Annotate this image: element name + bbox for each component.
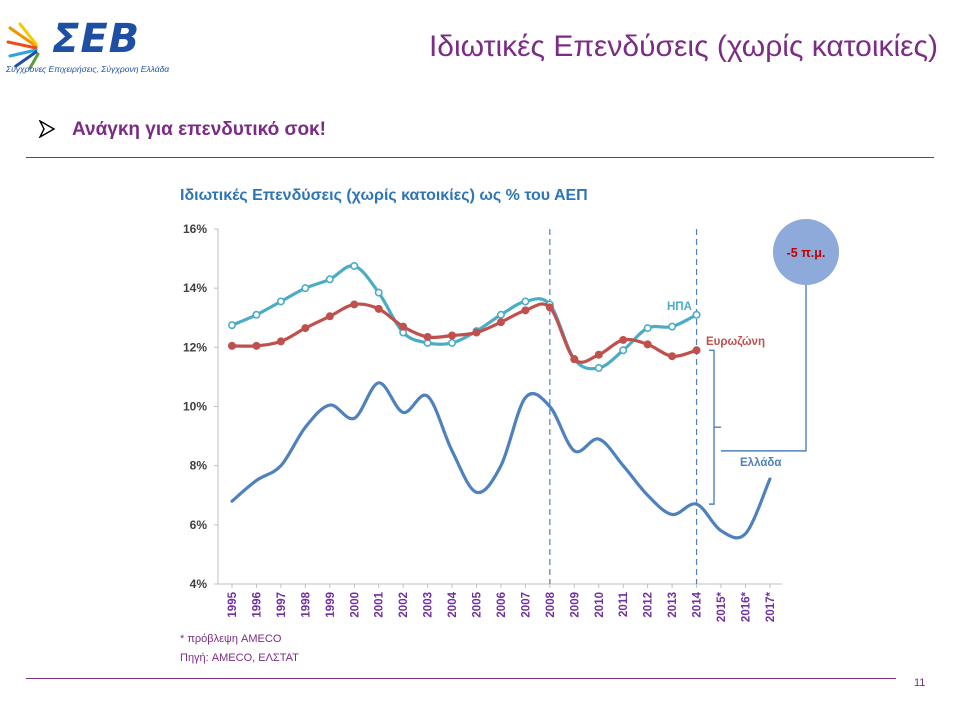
arrow-bullet-icon (38, 120, 56, 138)
eurozone-data-point (594, 350, 603, 359)
x-tick-label: 2009 (569, 592, 581, 618)
y-tick-label: 16% (183, 222, 207, 236)
page-number: 11 (914, 677, 926, 689)
usa-data-point (594, 364, 603, 373)
x-tick-label: 1996 (251, 592, 263, 618)
eurozone-data-point (252, 341, 261, 350)
eurozone-data-point (374, 304, 383, 313)
x-tick-label: 1999 (325, 592, 337, 618)
x-tick-label: 2007 (520, 592, 532, 618)
gap-label: -5 π.μ. (787, 246, 826, 260)
greece-series-line (230, 381, 772, 540)
x-tick-label: 2016* (740, 591, 752, 622)
eurozone-data-point (228, 341, 237, 350)
eurozone-series-line (230, 302, 699, 364)
usa-data-point (276, 297, 285, 306)
eurozone-data-point (521, 306, 530, 315)
usa-data-point (668, 322, 677, 331)
eurozone-data-point (545, 303, 554, 312)
x-tick-label: 2002 (398, 592, 410, 618)
x-tick-label: 1995 (227, 591, 239, 617)
y-tick-label: 14% (183, 281, 207, 295)
chart-footnote: * πρόβλεψη AMECO (180, 633, 282, 645)
usa-data-point (521, 297, 530, 306)
eurozone-data-point (448, 331, 457, 340)
chart-title: Ιδιωτικές Επενδύσεις (χωρίς κατοικίες) ω… (180, 187, 588, 204)
usa-data-point (692, 310, 701, 319)
eurozone-data-point (668, 352, 677, 361)
eurozone-data-point (301, 324, 310, 333)
eurozone-series-label: Ευρωζώνη (706, 336, 765, 348)
y-tick-label: 6% (190, 518, 208, 532)
gap-bracket (709, 349, 721, 505)
footer-divider (26, 678, 896, 679)
x-tick-label: 1997 (276, 592, 288, 618)
header-divider (26, 157, 934, 158)
eurozone-data-point (643, 340, 652, 349)
gap-circle-badge (773, 219, 839, 285)
x-tick-label: 2004 (447, 591, 459, 617)
logo-wordmark: ΣΕΒ (52, 16, 141, 62)
usa-data-point (643, 324, 652, 333)
bullet-heading: Ανάγκη για επενδυτικό σοκ! (72, 119, 326, 140)
eurozone-data-point (350, 300, 359, 309)
x-tick-label: 2001 (374, 591, 386, 617)
y-tick-label: 4% (190, 577, 208, 591)
x-tick-label: 2015* (716, 591, 728, 622)
usa-data-point (350, 261, 359, 270)
x-tick-label: 1998 (300, 591, 312, 617)
x-tick-label: 2006 (496, 592, 508, 618)
logo-icon (6, 22, 40, 70)
greece-series-label: Ελλάδα (740, 457, 781, 469)
page-title: Ιδιωτικές Επενδύσεις (χωρίς κατοικίες) (428, 30, 938, 63)
logo-tagline: Σύγχρονες Επιχειρήσεις, Σύγχρονη Ελλάδα (6, 64, 170, 74)
usa-series-line (230, 264, 699, 371)
eurozone-data-point (423, 332, 432, 341)
x-tick-label: 2017* (765, 591, 777, 622)
usa-data-point (448, 338, 457, 347)
x-tick-label: 2011 (618, 591, 630, 617)
x-tick-label: 2005 (472, 591, 484, 617)
x-tick-label: 2010 (594, 592, 606, 618)
y-tick-label: 8% (190, 459, 208, 473)
chart-source: Πηγή: AMECO, ΕΛΣΤΑΤ (180, 652, 299, 664)
gap-connector-line (721, 250, 807, 452)
usa-data-point (301, 284, 310, 293)
eurozone-data-point (276, 337, 285, 346)
usa-data-point (374, 288, 383, 297)
eurozone-data-point (325, 312, 334, 321)
usa-data-point (619, 346, 628, 355)
eurozone-data-point (692, 346, 701, 355)
x-tick-label: 2003 (423, 592, 435, 618)
usa-series-label: ΗΠΑ (667, 301, 692, 313)
usa-data-point (228, 321, 237, 330)
eurozone-data-point (619, 335, 628, 344)
usa-data-point (252, 310, 261, 319)
y-tick-label: 12% (183, 340, 207, 354)
x-tick-label: 2013 (667, 592, 679, 618)
y-tick-label: 10% (183, 400, 207, 414)
x-tick-label: 2000 (349, 592, 361, 618)
eurozone-data-point (472, 328, 481, 337)
eurozone-data-point (570, 355, 579, 364)
usa-data-point (325, 275, 334, 284)
x-tick-label: 2012 (643, 592, 655, 618)
eurozone-data-point (496, 318, 505, 327)
eurozone-data-point (399, 322, 408, 331)
x-tick-label: 2008 (545, 591, 557, 617)
usa-data-point (496, 310, 505, 319)
x-tick-label: 2014 (692, 591, 704, 617)
